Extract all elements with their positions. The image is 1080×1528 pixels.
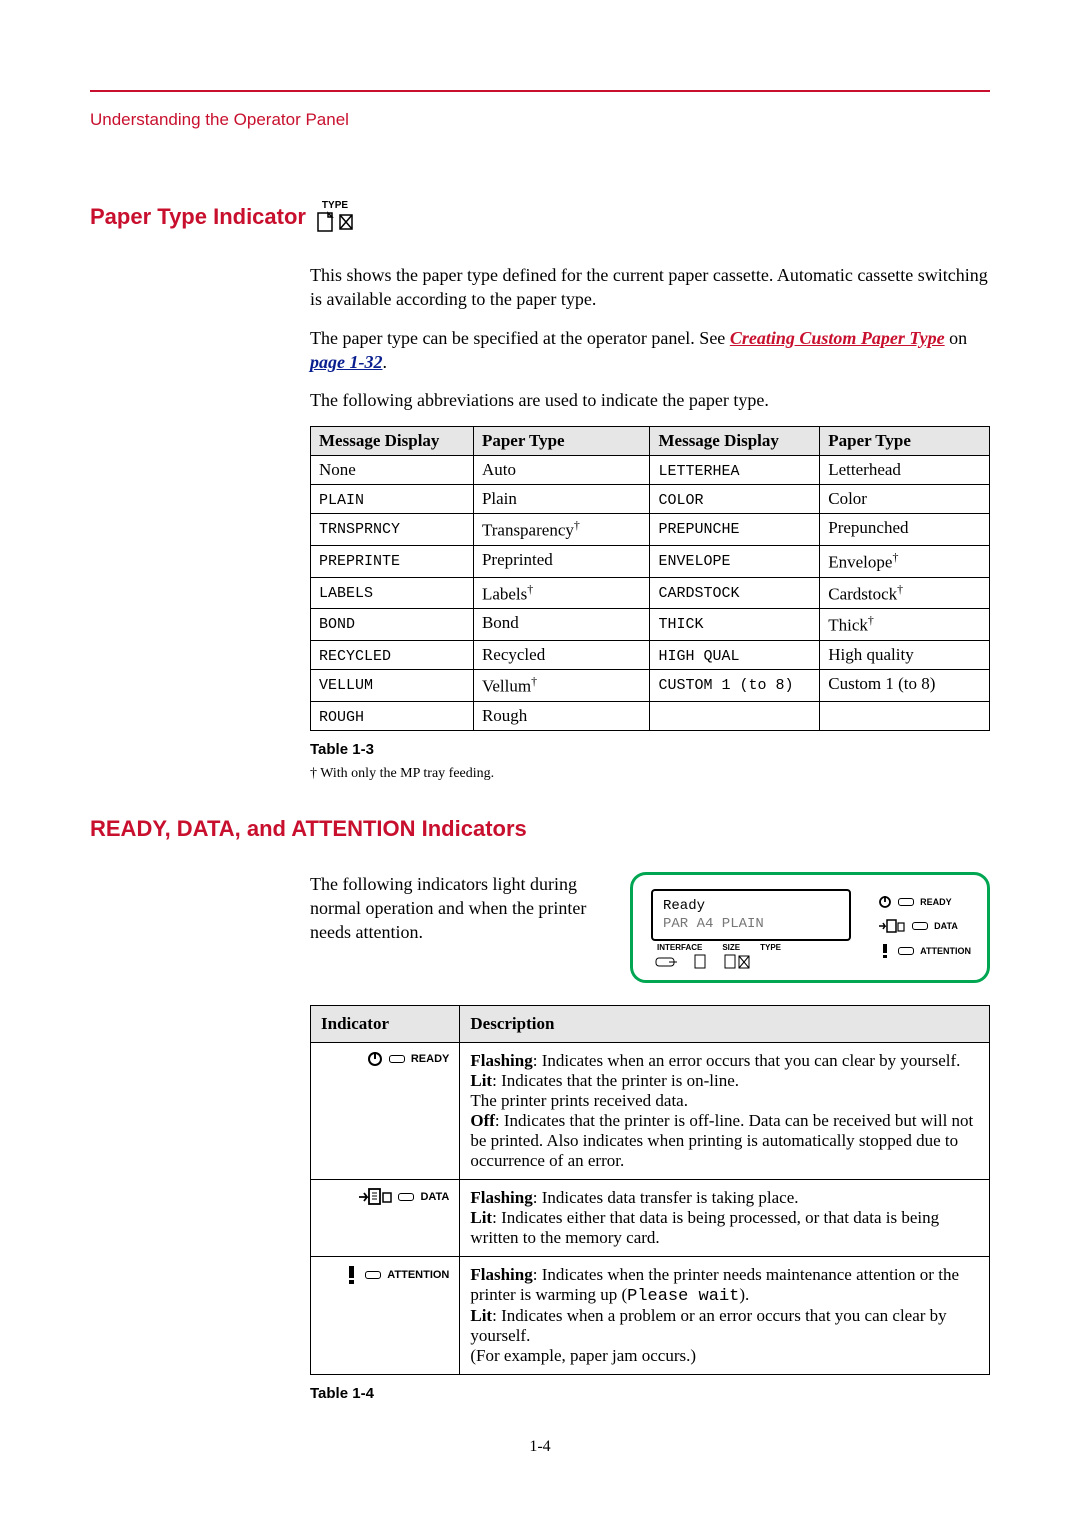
table-cell: TRNSPRNCY: [311, 514, 474, 546]
table-cell: [650, 701, 820, 730]
description-cell: Flashing: Indicates when the printer nee…: [460, 1257, 990, 1375]
lcd-display: Ready PAR A4 PLAIN: [651, 889, 851, 941]
table-cell: PLAIN: [311, 485, 474, 514]
table-cell: RECYCLED: [311, 641, 474, 670]
section-title-indicators: READY, DATA, and ATTENTION Indicators: [90, 816, 990, 842]
table-header: Message Display: [311, 427, 474, 456]
table-cell: THICK: [650, 609, 820, 641]
table-cell: LETTERHEA: [650, 456, 820, 485]
data-glyph-icon: [878, 919, 906, 933]
table-cell: Preprinted: [473, 546, 650, 578]
type-indicator-icon: TYPE: [316, 200, 354, 233]
table-row: ATTENTIONFlashing: Indicates when the pr…: [311, 1257, 990, 1375]
table-cell: HIGH QUAL: [650, 641, 820, 670]
table-header: Paper Type: [820, 427, 990, 456]
col-description: Description: [460, 1006, 990, 1043]
table-cell: ROUGH: [311, 701, 474, 730]
table-header: Paper Type: [473, 427, 650, 456]
table-cell: Rough: [473, 701, 650, 730]
table-row: TRNSPRNCYTransparency†PREPUNCHEPrepunche…: [311, 514, 990, 546]
led-icon: [912, 922, 928, 930]
table-cell: Color: [820, 485, 990, 514]
table-cell: LABELS: [311, 577, 474, 609]
table-cell: Auto: [473, 456, 650, 485]
table-row: ROUGHRough: [311, 701, 990, 730]
section-title-paper-type: Paper Type Indicator TYPE: [90, 200, 990, 233]
table-cell: [820, 701, 990, 730]
size-icon: [693, 954, 709, 970]
lcd-line2: PAR A4 PLAIN: [663, 915, 839, 933]
table-cell: ENVELOPE: [650, 546, 820, 578]
table-cell: PREPUNCHE: [650, 514, 820, 546]
table-cell: None: [311, 456, 474, 485]
table-cell: Labels†: [473, 577, 650, 609]
table-cell: Plain: [473, 485, 650, 514]
description-cell: Flashing: Indicates when an error occurs…: [460, 1043, 990, 1180]
operator-panel-illustration: Ready PAR A4 PLAIN INTERFACE SIZE TYPE R…: [630, 872, 990, 983]
table-row: READYFlashing: Indicates when an error o…: [311, 1043, 990, 1180]
table-row: DATAFlashing: Indicates data transfer is…: [311, 1180, 990, 1257]
page-number: 1-4: [90, 1438, 990, 1456]
type-icon: [723, 954, 751, 970]
indicator-cell: DATA: [311, 1180, 460, 1257]
table-cell: PREPRINTE: [311, 546, 474, 578]
para-intro: This shows the paper type defined for th…: [310, 263, 990, 312]
table-header: Message Display: [650, 427, 820, 456]
table-row: VELLUMVellum†CUSTOM 1 (to 8)Custom 1 (to…: [311, 670, 990, 702]
table-row: PREPRINTEPreprintedENVELOPEEnvelope†: [311, 546, 990, 578]
link-creating-custom-paper-type[interactable]: Creating Custom Paper Type: [730, 328, 945, 348]
table-cell: Recycled: [473, 641, 650, 670]
table-row: BONDBondTHICKThick†: [311, 609, 990, 641]
table-cell: CARDSTOCK: [650, 577, 820, 609]
table-row: RECYCLEDRecycledHIGH QUALHigh quality: [311, 641, 990, 670]
ready-glyph-icon: [878, 895, 892, 909]
table-cell: Envelope†: [820, 546, 990, 578]
table-cell: Transparency†: [473, 514, 650, 546]
table-1-3-footnote: † With only the MP tray feeding.: [310, 766, 990, 782]
table-cell: High quality: [820, 641, 990, 670]
interface-icon: [655, 954, 679, 970]
section-title-text: Paper Type Indicator: [90, 204, 306, 230]
table-1-4-caption: Table 1-4: [310, 1385, 990, 1402]
led-icon: [898, 947, 914, 955]
col-indicator: Indicator: [311, 1006, 460, 1043]
lcd-line1: Ready: [663, 897, 839, 915]
table-cell: COLOR: [650, 485, 820, 514]
table-cell: VELLUM: [311, 670, 474, 702]
para-indicators: The following indicators light during no…: [310, 872, 606, 945]
diag-icon: [338, 211, 354, 233]
table-cell: Thick†: [820, 609, 990, 641]
attention-glyph-icon: [878, 943, 892, 959]
header-rule: [90, 90, 990, 92]
table-1-3-caption: Table 1-3: [310, 741, 990, 758]
table-cell: BOND: [311, 609, 474, 641]
breadcrumb: Understanding the Operator Panel: [90, 110, 990, 130]
table-row: LABELSLabels†CARDSTOCKCardstock†: [311, 577, 990, 609]
indicators-table: Indicator Description READYFlashing: Ind…: [310, 1005, 990, 1375]
para-abbrev: The following abbreviations are used to …: [310, 388, 990, 412]
panel-indicator-list: READY DATA ATTENTION: [878, 895, 971, 969]
table-cell: Vellum†: [473, 670, 650, 702]
paper-types-table: Message DisplayPaper TypeMessage Display…: [310, 426, 990, 730]
description-cell: Flashing: Indicates data transfer is tak…: [460, 1180, 990, 1257]
para-link: The paper type can be specified at the o…: [310, 326, 990, 375]
led-icon: [898, 898, 914, 906]
table-cell: Custom 1 (to 8): [820, 670, 990, 702]
table-row: PLAINPlainCOLORColor: [311, 485, 990, 514]
table-row: NoneAutoLETTERHEALetterhead: [311, 456, 990, 485]
indicator-cell: ATTENTION: [311, 1257, 460, 1375]
table-cell: Cardstock†: [820, 577, 990, 609]
table-cell: Letterhead: [820, 456, 990, 485]
table-cell: CUSTOM 1 (to 8): [650, 670, 820, 702]
link-page-1-32[interactable]: page 1-32: [310, 352, 382, 372]
indicator-cell: READY: [311, 1043, 460, 1180]
page-icon: [316, 211, 336, 233]
table-cell: Prepunched: [820, 514, 990, 546]
table-cell: Bond: [473, 609, 650, 641]
